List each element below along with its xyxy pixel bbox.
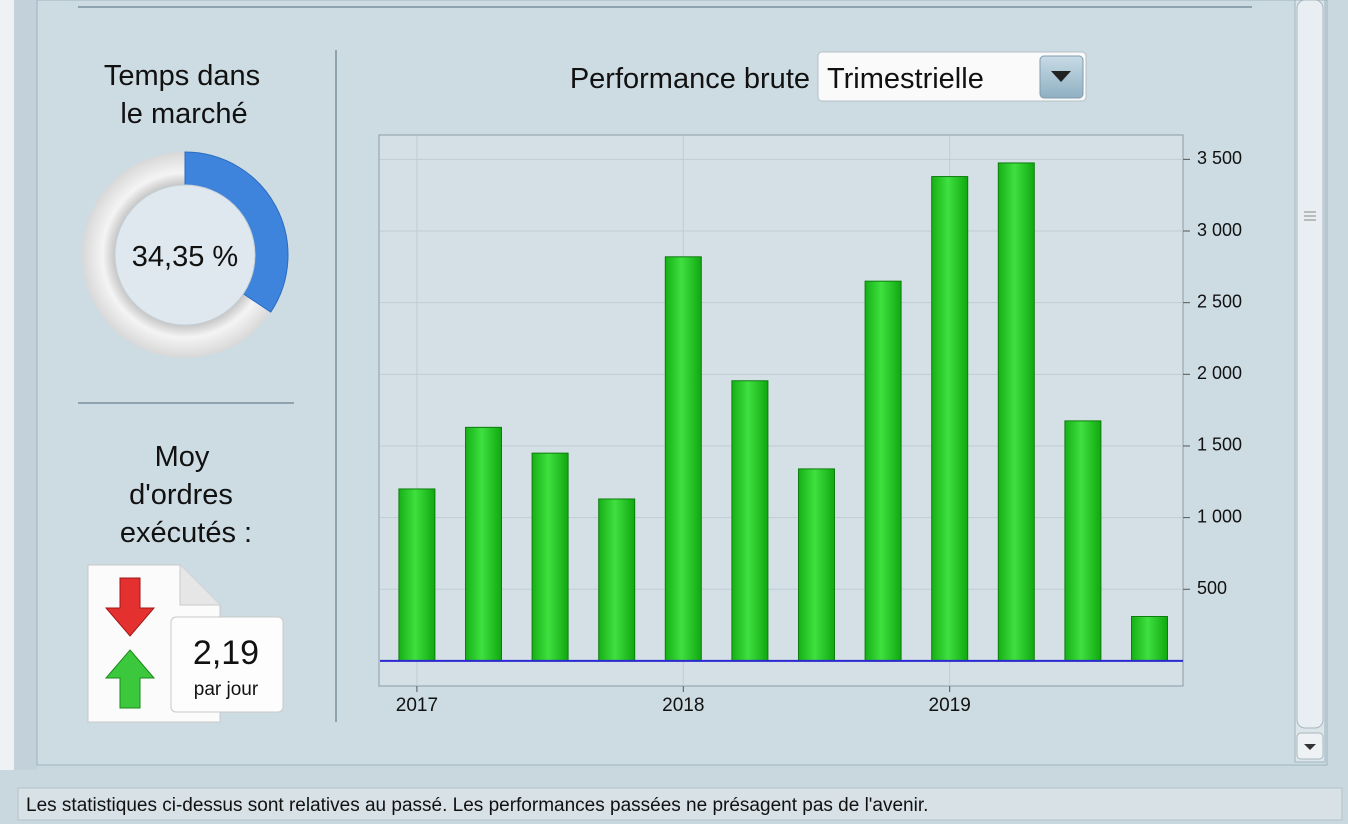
arrow-up — [104, 649, 156, 709]
grip — [1304, 211, 1316, 221]
x-tick-label: 2017 — [396, 695, 438, 716]
gauge-value: 34,35 % — [132, 241, 238, 273]
bar — [1064, 420, 1102, 662]
arrow-down — [104, 577, 156, 637]
dropdown-arrow — [1051, 71, 1071, 82]
orders-unit: par jour — [194, 679, 259, 700]
plot-area — [378, 134, 1184, 687]
scroll-thumb[interactable] — [1296, 0, 1324, 729]
gauge-title: Temps dans — [104, 60, 260, 92]
y-tick-label: 500 — [1197, 578, 1227, 598]
bar — [531, 452, 569, 662]
y-tick-label: 2 500 — [1197, 291, 1242, 311]
bar — [864, 280, 902, 662]
bar — [598, 498, 636, 662]
plot: 500 1 000 1 500 2 000 2 500 3 000 3 500 2017 201… — [380, 136, 1242, 716]
gauge-title: le marché — [120, 98, 247, 130]
chart-title: Performance brute — [570, 63, 810, 95]
orders-value: 2,19 — [193, 634, 259, 672]
y-tick-label: 3 000 — [1197, 220, 1242, 240]
bar — [664, 256, 702, 662]
y-tick-label: 1 000 — [1197, 506, 1242, 526]
footer-note: Les statistiques ci-dessus sont relative… — [26, 795, 928, 816]
x-tick-label: 2018 — [662, 695, 704, 716]
orders-box — [170, 616, 284, 713]
bar — [731, 380, 769, 662]
bar — [465, 426, 502, 662]
bar — [798, 468, 835, 662]
side-gap — [14, 0, 37, 770]
scroll-arrow — [1304, 744, 1316, 750]
bar — [398, 488, 436, 662]
bar — [931, 176, 969, 662]
status-bar — [17, 787, 1343, 821]
period-dropdown[interactable] — [817, 51, 1087, 102]
y-tick-label: 3 500 — [1197, 148, 1242, 168]
orders-title: Moy — [155, 441, 210, 473]
y-tick-label: 1 500 — [1197, 435, 1242, 455]
orders-title: d'ordres — [129, 479, 233, 511]
orders-title: exécutés : — [120, 517, 252, 549]
side-strip — [0, 0, 14, 770]
bar — [1131, 615, 1168, 662]
period-value: Trimestrielle — [827, 63, 984, 95]
y-tick-label: 2 000 — [1197, 363, 1242, 383]
x-tick-label: 2019 — [929, 695, 971, 716]
bar — [997, 162, 1035, 662]
gauge-center — [114, 184, 256, 326]
orders-icon-fold — [179, 565, 220, 606]
